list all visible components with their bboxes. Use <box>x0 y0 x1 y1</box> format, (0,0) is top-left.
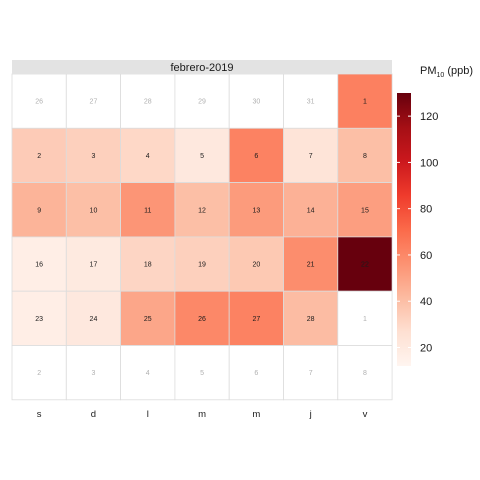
day-label: 26 <box>198 316 206 323</box>
day-label: 6 <box>254 153 258 160</box>
day-cell <box>228 127 284 184</box>
legend-tick-label: 40 <box>420 296 432 308</box>
weekday-label: l <box>147 409 149 420</box>
legend-tick-label: 100 <box>420 157 438 169</box>
legend-title-sub: 10 <box>437 72 445 79</box>
day-label: 27 <box>252 316 260 323</box>
day-label: 22 <box>361 262 369 269</box>
day-label: 7 <box>309 370 313 377</box>
day-label: 5 <box>200 153 204 160</box>
day-cell <box>283 345 339 401</box>
day-cell <box>283 236 339 292</box>
day-cell <box>283 182 339 238</box>
day-cell <box>120 127 176 184</box>
day-label: 8 <box>363 370 367 377</box>
day-label: 4 <box>146 153 150 160</box>
weekday-label: s <box>37 409 42 420</box>
day-label: 9 <box>37 207 41 214</box>
day-cell <box>65 182 122 238</box>
day-label: 1 <box>363 316 367 323</box>
day-label: 16 <box>35 262 43 269</box>
legend-title-main: PM <box>420 65 437 77</box>
weekday-label: j <box>309 409 312 420</box>
weekday-label: m <box>252 409 260 420</box>
day-cell <box>337 182 393 238</box>
day-cell <box>65 73 122 129</box>
day-label: 26 <box>35 99 43 106</box>
day-label: 11 <box>144 207 151 214</box>
legend-tick-label: 60 <box>420 250 432 262</box>
day-label: 31 <box>307 99 315 106</box>
day-label: 8 <box>363 153 367 160</box>
legend-colorbar <box>397 93 411 366</box>
day-cell <box>120 345 176 401</box>
day-label: 30 <box>252 99 260 106</box>
panel-title: febrero-2019 <box>171 62 234 74</box>
weekday-label: d <box>91 409 96 420</box>
day-label: 1 <box>363 99 367 106</box>
day-label: 14 <box>307 207 315 214</box>
day-label: 24 <box>90 316 98 323</box>
day-label: 2 <box>37 370 41 377</box>
day-label: 7 <box>309 153 313 160</box>
day-cell <box>11 73 67 129</box>
day-cell <box>337 345 393 401</box>
day-label: 18 <box>144 262 152 269</box>
day-label: 19 <box>198 262 206 269</box>
day-cell <box>11 127 67 184</box>
legend-title-unit: (ppb) <box>444 65 473 77</box>
day-cell <box>337 127 393 184</box>
day-label: 2 <box>37 153 41 160</box>
day-label: 15 <box>361 207 369 214</box>
weekday-label: v <box>363 409 368 420</box>
day-cell <box>11 236 67 292</box>
panel-strip <box>12 60 392 74</box>
day-cell <box>174 236 230 292</box>
day-cell <box>174 182 230 238</box>
legend-tick-label: 120 <box>420 111 438 123</box>
day-cell <box>11 345 67 401</box>
day-label: 4 <box>146 370 150 377</box>
legend-tick-label: 80 <box>420 204 432 216</box>
day-cell <box>174 345 230 401</box>
day-label: 20 <box>252 262 260 269</box>
day-label: 5 <box>200 370 204 377</box>
day-label: 28 <box>307 316 315 323</box>
day-label: 13 <box>252 207 260 214</box>
day-label: 23 <box>35 316 43 323</box>
day-cell <box>11 290 67 346</box>
day-cell <box>337 236 393 292</box>
day-label: 12 <box>198 207 206 214</box>
day-cell <box>283 73 339 129</box>
day-cell <box>65 345 122 401</box>
day-label: 27 <box>90 99 98 106</box>
legend-tick-label: 20 <box>420 342 432 354</box>
day-label: 29 <box>198 99 206 106</box>
day-label: 3 <box>91 153 95 160</box>
day-cell <box>174 73 230 129</box>
day-cell <box>120 290 176 346</box>
day-cell <box>120 182 176 238</box>
day-label: 17 <box>90 262 98 269</box>
day-label: 25 <box>144 316 152 323</box>
day-cell <box>228 182 284 238</box>
legend: PM10 (ppb) 20 40 60 80 100 120 <box>397 65 473 366</box>
weekday-label: m <box>198 409 206 420</box>
day-label: 21 <box>307 262 315 269</box>
day-label: 6 <box>254 370 258 377</box>
day-label: 10 <box>90 207 98 214</box>
day-cell <box>228 345 284 401</box>
day-label: 28 <box>144 99 152 106</box>
day-label: 3 <box>91 370 95 377</box>
day-cell <box>65 236 122 292</box>
legend-title: PM10 (ppb) <box>420 65 473 79</box>
